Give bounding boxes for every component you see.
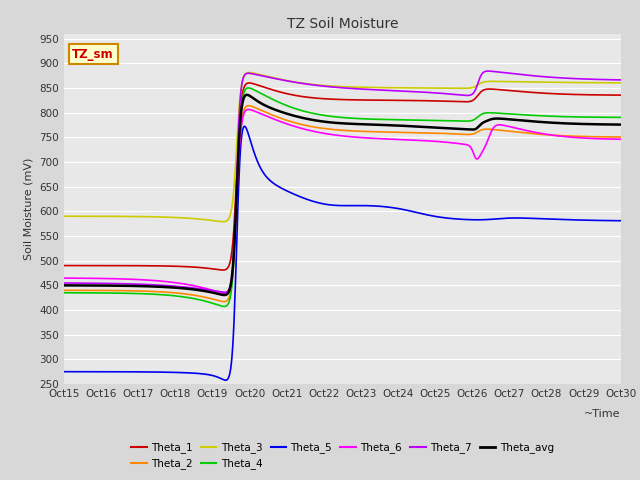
Y-axis label: Soil Moisture (mV): Soil Moisture (mV) <box>24 157 34 260</box>
Text: TZ_sm: TZ_sm <box>72 48 114 60</box>
Theta_2 <box>385 129 392 135</box>
Theta_avg <box>617 122 625 128</box>
Line: Theta_7: Theta_7 <box>64 71 621 292</box>
Theta_6 <box>484 138 492 144</box>
Theta_5 <box>617 218 625 224</box>
Theta_4 <box>245 85 253 91</box>
Theta_3 <box>219 219 227 225</box>
Theta_3 <box>246 70 253 75</box>
Theta_7 <box>617 77 625 83</box>
Legend: Theta_1, Theta_2, Theta_3, Theta_4, Theta_5, Theta_6, Theta_7, Theta_avg: Theta_1, Theta_2, Theta_3, Theta_4, Thet… <box>127 438 558 474</box>
Theta_2 <box>60 288 68 293</box>
Theta_1 <box>219 267 227 273</box>
Theta_7 <box>399 88 406 94</box>
Theta_4 <box>617 115 625 120</box>
Theta_2 <box>484 126 492 132</box>
Theta_4 <box>399 117 407 123</box>
Theta_5 <box>385 204 392 210</box>
Theta_6 <box>94 276 102 281</box>
Theta_2 <box>416 130 424 135</box>
Theta_avg <box>385 122 392 128</box>
Theta_6 <box>60 275 68 281</box>
Line: Theta_2: Theta_2 <box>64 106 621 301</box>
Theta_7 <box>384 87 392 93</box>
Theta_5 <box>399 206 407 212</box>
Theta_5 <box>416 210 424 216</box>
Line: Theta_1: Theta_1 <box>64 83 621 270</box>
Line: Theta_6: Theta_6 <box>64 109 621 293</box>
Line: Theta_avg: Theta_avg <box>64 95 621 295</box>
Theta_6 <box>617 136 625 142</box>
Theta_7 <box>60 280 68 286</box>
Theta_3 <box>617 80 625 86</box>
Theta_3 <box>60 213 68 219</box>
Theta_1 <box>94 263 102 268</box>
Theta_2 <box>94 288 102 293</box>
Theta_6 <box>385 136 392 142</box>
Theta_1 <box>246 80 253 86</box>
Theta_6 <box>416 138 424 144</box>
Theta_4 <box>416 117 424 123</box>
Theta_avg <box>484 118 492 123</box>
Theta_1 <box>416 98 424 104</box>
Theta_6 <box>541 131 548 137</box>
Theta_4 <box>220 303 228 309</box>
Theta_2 <box>541 132 548 138</box>
Theta_5 <box>541 216 548 222</box>
Theta_5 <box>60 369 68 374</box>
Theta_3 <box>385 85 392 91</box>
Theta_4 <box>385 117 392 122</box>
Theta_6 <box>399 137 407 143</box>
Theta_2 <box>220 299 228 304</box>
Theta_avg <box>60 283 68 288</box>
Theta_7 <box>220 289 228 295</box>
Theta_6 <box>220 290 228 296</box>
Theta_2 <box>399 130 407 135</box>
Theta_5 <box>94 369 102 374</box>
Text: ~Time: ~Time <box>584 408 621 419</box>
Theta_3 <box>94 214 102 219</box>
Theta_5 <box>484 216 492 222</box>
Theta_avg <box>541 120 548 125</box>
Theta_7 <box>94 280 102 286</box>
Theta_5 <box>222 377 230 383</box>
Theta_2 <box>245 103 253 108</box>
Theta_1 <box>541 90 548 96</box>
Line: Theta_4: Theta_4 <box>64 88 621 306</box>
Theta_1 <box>399 97 407 103</box>
Theta_avg <box>243 92 251 98</box>
Theta_avg <box>94 283 102 288</box>
Theta_1 <box>484 86 492 92</box>
Title: TZ Soil Moisture: TZ Soil Moisture <box>287 17 398 31</box>
Theta_2 <box>617 134 625 140</box>
Theta_5 <box>241 123 248 129</box>
Theta_1 <box>385 97 392 103</box>
Theta_4 <box>60 290 68 296</box>
Theta_avg <box>416 124 424 130</box>
Theta_1 <box>617 92 625 98</box>
Theta_1 <box>60 263 68 268</box>
Theta_4 <box>484 110 492 116</box>
Theta_4 <box>541 113 548 119</box>
Theta_4 <box>94 290 102 296</box>
Theta_avg <box>220 292 228 298</box>
Theta_3 <box>541 79 548 85</box>
Theta_7 <box>541 74 548 80</box>
Theta_avg <box>399 123 407 129</box>
Theta_7 <box>415 89 423 95</box>
Theta_6 <box>245 107 253 112</box>
Line: Theta_3: Theta_3 <box>64 72 621 222</box>
Line: Theta_5: Theta_5 <box>64 126 621 380</box>
Theta_3 <box>416 85 424 91</box>
Theta_3 <box>399 85 407 91</box>
Theta_3 <box>484 79 492 84</box>
Theta_7 <box>483 68 491 74</box>
Theta_7 <box>484 68 492 74</box>
